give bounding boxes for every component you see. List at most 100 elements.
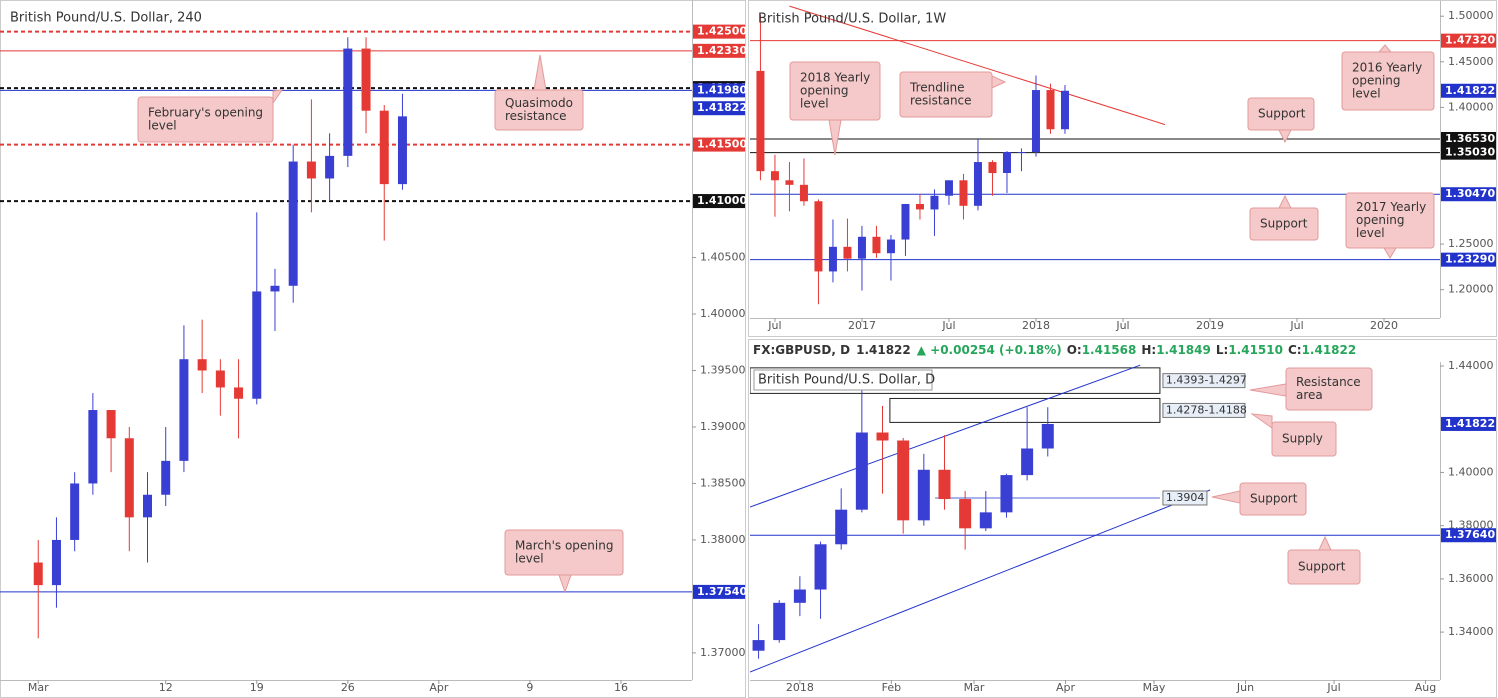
- candle-body: [1017, 152, 1026, 154]
- plot-area: [750, 364, 1440, 673]
- callout-box: [899, 71, 993, 118]
- candle-body: [979, 512, 992, 529]
- x-tick-label: 16: [614, 681, 628, 694]
- level-label: 1.42330: [697, 44, 747, 57]
- candle-body: [876, 432, 889, 441]
- candle-body: [70, 483, 80, 540]
- candle-body: [785, 180, 794, 185]
- callout-text: resistance: [505, 109, 567, 123]
- level-label: 1.35030: [1445, 146, 1495, 159]
- level-label-box: [693, 584, 745, 599]
- candle-body: [1002, 152, 1011, 173]
- candle-body: [756, 70, 765, 172]
- zone: [750, 367, 1161, 394]
- trend-line: [789, 5, 1166, 126]
- candle-body: [828, 246, 837, 272]
- callout-pointer: [1211, 490, 1241, 504]
- callout-text: Support: [1298, 560, 1346, 574]
- callout-pointer: [558, 574, 572, 594]
- candle-body: [855, 432, 868, 510]
- candle-body: [857, 236, 866, 259]
- x-tick-label: 9: [526, 681, 533, 694]
- chart-panel: 1.37000 1.38000 1.38500 1.39000 1.39500 1.400…: [0, 0, 747, 694]
- candle-body: [752, 640, 765, 651]
- candle-body: [51, 539, 61, 586]
- chart-panel: 1.20000 1.25000 1.40000 1.45000 1.50000 Jul 20…: [750, 1, 1496, 332]
- candle-body: [252, 291, 262, 399]
- callout-pointer: [1249, 383, 1287, 397]
- callout-text: 2018 Yearly: [800, 71, 870, 85]
- candle-body: [124, 438, 134, 518]
- candle-body: [1000, 475, 1013, 513]
- candle-body: [988, 162, 997, 173]
- y-tick-label: 1.39000: [700, 420, 746, 433]
- callout-text: Support: [1250, 492, 1298, 506]
- candle-body: [325, 155, 335, 179]
- level-label: 1.42500: [697, 25, 747, 38]
- level-label: 1.41822: [697, 101, 747, 114]
- candle-body: [799, 184, 808, 202]
- callout-text: Quasimodo: [505, 96, 573, 110]
- candle-body: [361, 48, 371, 111]
- quote-field: 1.41822: [856, 343, 911, 357]
- level-label: 1.36530: [1445, 132, 1495, 145]
- y-tick-label: 1.20000: [1448, 283, 1494, 296]
- level-label: 1.47320: [1445, 34, 1495, 47]
- zone-label: 1.4278-1.4188: [1166, 403, 1247, 416]
- quote-header: FX:GBPUSD, D 1.41822 ▲ +0.00254 (+0.18%) O:…: [753, 343, 1356, 357]
- x-tick-label: Apr: [1056, 681, 1076, 694]
- x-tick-label: 2019: [1196, 319, 1224, 332]
- y-tick-label: 1.44000: [1448, 359, 1494, 372]
- x-tick-label: May: [1143, 681, 1166, 694]
- quote-field: ▲ +0.00254 (+0.18%): [917, 343, 1062, 357]
- candle-body: [793, 589, 806, 603]
- zone-label: 1.4393-1.4297: [1166, 374, 1247, 387]
- level-label-box: [1441, 252, 1496, 267]
- y-tick-label: 1.40000: [1448, 100, 1494, 113]
- panel-frame: [0, 0, 746, 698]
- callout-text: level: [800, 97, 829, 111]
- level-label: 1.41822: [1445, 84, 1495, 97]
- candle-body: [901, 203, 910, 240]
- candle-body: [234, 387, 244, 399]
- quote-field: C:: [1288, 343, 1302, 357]
- x-tick-label: Apr: [429, 681, 449, 694]
- candle-body: [1031, 90, 1040, 153]
- candle-body: [1021, 448, 1034, 476]
- x-tick-label: Jul: [941, 319, 955, 332]
- candle-body: [886, 239, 895, 254]
- callout-text: Support: [1258, 107, 1306, 121]
- level-label-box: [1441, 528, 1496, 543]
- candle-body: [915, 203, 924, 210]
- callout-pointer: [533, 54, 547, 91]
- candle-body: [843, 246, 852, 259]
- quote-field: 1.41849: [1156, 343, 1211, 357]
- level-label-box: [1441, 131, 1496, 146]
- callout-text: level: [515, 552, 544, 566]
- callout-text: opening: [1352, 74, 1401, 88]
- callout-text: resistance: [910, 94, 972, 108]
- quote-field: 1.41568: [1082, 343, 1137, 357]
- callout-text: level: [1356, 226, 1385, 240]
- quote-field: O:: [1067, 343, 1082, 357]
- callout-pointer: [1318, 535, 1332, 551]
- candle-body: [917, 469, 930, 521]
- callout-pointer: [1278, 194, 1292, 209]
- line-label-box: [1162, 490, 1208, 506]
- zone-label-box: [1162, 373, 1246, 389]
- candle-body: [897, 440, 910, 521]
- callout-text: opening: [800, 84, 849, 98]
- candle-body: [959, 499, 972, 529]
- callout-text: Trendline: [909, 81, 965, 95]
- candle-body: [814, 544, 827, 590]
- y-tick-label: 1.40500: [700, 251, 746, 264]
- candle-body: [1046, 90, 1055, 130]
- candle-body: [872, 236, 881, 254]
- callout-pointer: [828, 119, 842, 156]
- quote-field: 1.41510: [1228, 343, 1283, 357]
- x-tick-label: Aug: [1415, 681, 1436, 694]
- y-tick-label: 1.40000: [700, 307, 746, 320]
- candle-body: [773, 602, 786, 641]
- candle-body: [973, 162, 982, 206]
